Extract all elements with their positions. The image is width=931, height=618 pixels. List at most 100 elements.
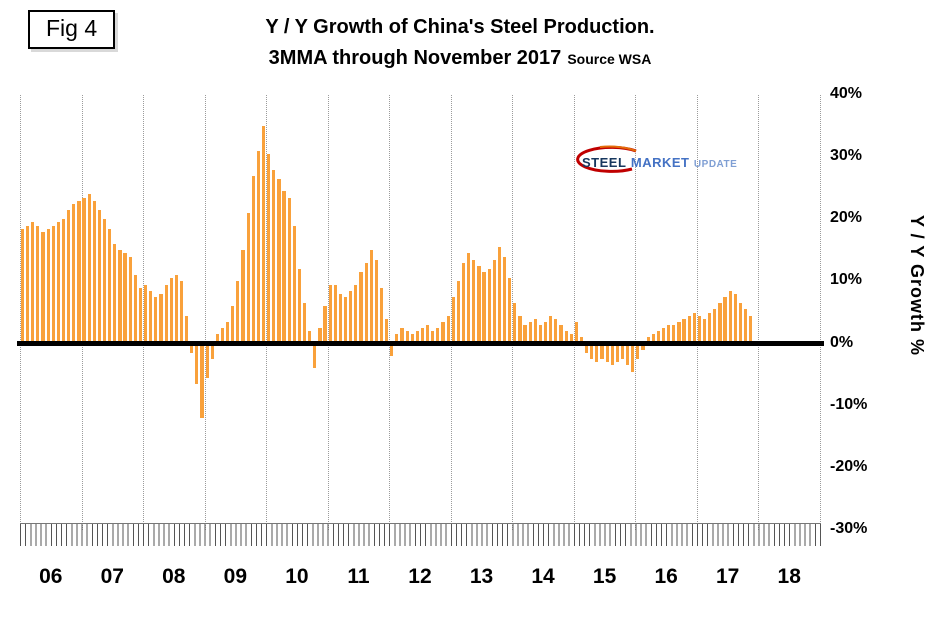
bar — [164, 284, 168, 344]
bar — [302, 303, 307, 344]
bar — [323, 306, 327, 344]
bar — [656, 331, 660, 344]
bar — [713, 309, 717, 344]
bar — [585, 343, 589, 353]
bar — [297, 269, 302, 344]
bar — [374, 259, 378, 344]
bar — [400, 328, 404, 344]
bar — [508, 278, 512, 344]
bar — [661, 328, 666, 344]
year-gridline — [573, 95, 575, 530]
bar — [677, 321, 681, 344]
bar — [36, 225, 40, 344]
bar — [344, 296, 348, 344]
bar — [185, 315, 189, 344]
bar — [502, 256, 507, 344]
bar — [128, 256, 132, 344]
bar — [190, 343, 194, 353]
bar — [277, 178, 281, 344]
bar — [590, 343, 594, 360]
x-year-label: 18 — [777, 565, 801, 588]
bar — [559, 324, 563, 344]
bar — [600, 343, 604, 360]
bar — [251, 175, 255, 344]
bar — [359, 272, 363, 344]
bar — [210, 343, 214, 360]
bar — [451, 296, 455, 344]
bar — [41, 231, 45, 344]
logo-text: STEEL MARKET UPDATE — [582, 154, 737, 172]
bar — [461, 262, 466, 344]
bar — [667, 324, 671, 344]
bar — [292, 225, 296, 344]
bar — [697, 315, 702, 344]
bar — [692, 312, 696, 344]
bar — [231, 306, 235, 344]
x-year-label: 14 — [531, 565, 555, 588]
bar — [144, 284, 148, 344]
bar — [738, 303, 743, 344]
bar — [708, 312, 712, 344]
y-tick-label: 30% — [830, 147, 863, 165]
bar — [261, 126, 266, 344]
bar — [241, 250, 245, 344]
bar — [426, 324, 430, 344]
bar — [518, 315, 522, 344]
year-gridline — [81, 95, 83, 530]
bar — [200, 343, 204, 419]
x-year-label: 10 — [285, 565, 309, 588]
plot-area — [17, 95, 824, 530]
bar — [420, 328, 425, 344]
bar — [77, 200, 81, 344]
bar — [97, 209, 102, 344]
bar — [133, 275, 137, 344]
bar — [87, 194, 91, 344]
bar — [513, 303, 517, 344]
bar — [123, 253, 127, 344]
bar — [159, 293, 163, 344]
bar — [354, 284, 358, 344]
bar — [610, 343, 614, 366]
bar — [267, 154, 271, 344]
y-tick-label: -20% — [830, 457, 868, 475]
bar — [67, 209, 71, 344]
bar — [379, 287, 384, 344]
bar — [744, 309, 748, 344]
bar — [26, 225, 30, 344]
x-year-label: 07 — [100, 565, 124, 588]
x-year-label: 17 — [715, 565, 740, 588]
bar — [256, 150, 260, 344]
figure-label: Fig 4 — [46, 15, 98, 41]
bar — [61, 219, 66, 344]
bar — [56, 222, 60, 344]
bar — [154, 296, 158, 344]
bar — [149, 290, 153, 344]
bar — [641, 343, 645, 350]
chart-source: Source WSA — [567, 51, 652, 67]
bar — [682, 318, 686, 344]
bar — [431, 331, 435, 344]
x-year-label: 16 — [654, 565, 678, 588]
year-gridline — [820, 95, 821, 530]
bar — [174, 275, 178, 344]
bar — [595, 343, 599, 363]
bar — [349, 290, 353, 344]
bar — [456, 281, 460, 344]
logo-steel-text: STEEL — [582, 155, 627, 170]
chart-title-block: Y / Y Growth of China's Steel Production… — [130, 16, 790, 70]
bar — [282, 191, 286, 344]
bar — [313, 343, 317, 369]
bar — [318, 328, 322, 344]
logo-update-text: UPDATE — [693, 159, 738, 170]
bar — [82, 197, 86, 344]
bar — [467, 253, 471, 344]
y-tick-label: -10% — [830, 395, 868, 413]
bar — [733, 293, 737, 344]
chart-title-line2: 3MMA through November 2017 Source WSA — [130, 47, 790, 70]
year-gridline — [758, 95, 760, 530]
bar — [169, 278, 173, 344]
bar — [477, 265, 481, 344]
bar — [523, 324, 527, 344]
bar — [405, 331, 409, 344]
